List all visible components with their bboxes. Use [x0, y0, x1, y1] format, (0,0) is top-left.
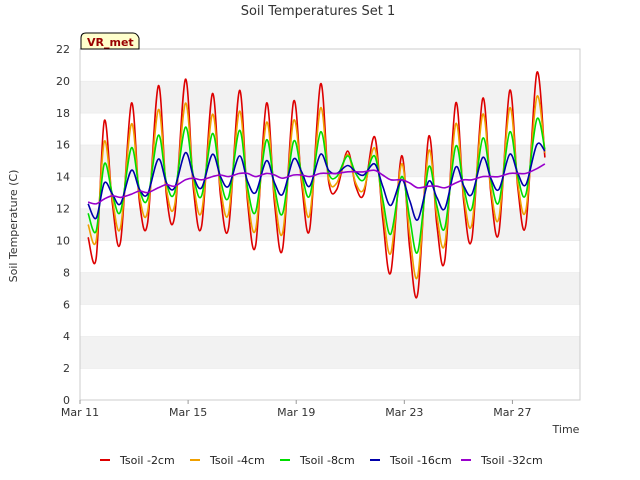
y-tick-label: 18 [56, 107, 70, 120]
legend-label: Tsoil -16cm [389, 454, 452, 467]
legend-label: Tsoil -8cm [299, 454, 355, 467]
y-tick-label: 22 [56, 43, 70, 56]
y-tick-label: 8 [63, 266, 70, 279]
x-tick-label: Mar 23 [385, 406, 423, 419]
y-tick-label: 16 [56, 139, 70, 152]
x-tick-label: Mar 15 [169, 406, 207, 419]
badge-box [80, 32, 140, 50]
badge-label: VR_met [87, 36, 134, 49]
y-tick-label: 6 [63, 298, 70, 311]
x-tick-label: Mar 11 [61, 406, 99, 419]
y-tick-label: 0 [63, 394, 70, 407]
grid-band [80, 272, 580, 305]
series-line-tsoil-32cm [87, 163, 546, 205]
legend-label: Tsoil -2cm [119, 454, 175, 467]
grid-band [80, 240, 580, 273]
y-axis-ticks: 0 2 4 6 8 10 12 14 16 18 20 22 [56, 43, 70, 407]
series-lines [87, 71, 546, 299]
series-line-tsoil-16cm [87, 142, 546, 221]
y-tick-label: 10 [56, 234, 70, 247]
y-tick-label: 14 [56, 171, 70, 184]
vr-met-badge: VR_met [80, 32, 140, 50]
grid-band [80, 336, 580, 369]
x-axis-ticks: Mar 11 Mar 15 Mar 19 Mar 23 Mar 27 [61, 400, 532, 419]
grid-band [80, 368, 580, 400]
grid-band [80, 208, 580, 241]
grid-band [80, 80, 580, 113]
legend: Tsoil -2cm Tsoil -4cm Tsoil -8cm Tsoil -16c… [100, 454, 543, 467]
chart-title: Soil Temperatures Set 1 [241, 4, 396, 19]
x-axis-label: Time [552, 423, 580, 436]
legend-label: Tsoil -4cm [209, 454, 265, 467]
grid-band [80, 49, 580, 81]
plot-frame [79, 48, 581, 401]
series-line-tsoil-8cm [87, 117, 546, 254]
x-tick-label: Mar 19 [277, 406, 315, 419]
grid-band [80, 304, 580, 337]
y-tick-label: 4 [63, 330, 70, 343]
y-tick-label: 2 [63, 362, 70, 375]
series-line-tsoil-4cm [87, 95, 546, 280]
x-tick-label: Mar 27 [493, 406, 531, 419]
legend-label: Tsoil -32cm [480, 454, 543, 467]
y-tick-label: 20 [56, 75, 70, 88]
grid-bands [80, 48, 580, 400]
y-axis-label: Soil Temperature (C) [7, 170, 20, 283]
y-tick-label: 12 [56, 203, 70, 216]
